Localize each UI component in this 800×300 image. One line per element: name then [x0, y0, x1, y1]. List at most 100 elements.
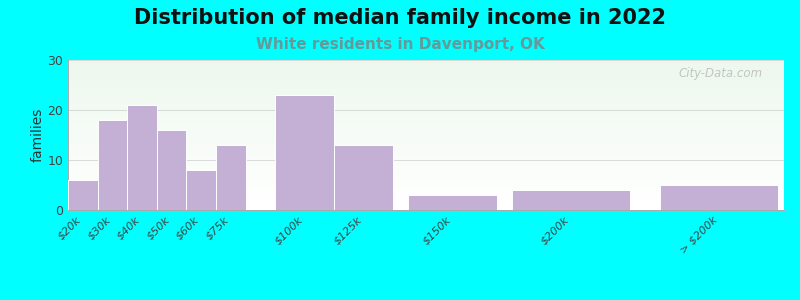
- Bar: [68, 162, 784, 164]
- Bar: [68, 169, 784, 171]
- Bar: [68, 140, 784, 141]
- Bar: [68, 174, 784, 176]
- Bar: [68, 78, 784, 80]
- Bar: [68, 84, 784, 86]
- Bar: [68, 70, 784, 72]
- Bar: [68, 69, 784, 70]
- Bar: [68, 63, 784, 64]
- Bar: [408, 195, 497, 210]
- Bar: [68, 186, 784, 188]
- Bar: [68, 180, 784, 182]
- Bar: [512, 190, 630, 210]
- Bar: [68, 142, 784, 144]
- Bar: [68, 147, 784, 148]
- Y-axis label: families: families: [30, 108, 45, 162]
- Bar: [68, 66, 784, 68]
- Bar: [68, 80, 784, 81]
- Bar: [68, 132, 784, 134]
- Bar: [68, 153, 784, 154]
- Bar: [68, 76, 784, 78]
- Bar: [660, 185, 778, 210]
- Bar: [68, 168, 784, 170]
- Bar: [68, 159, 784, 160]
- Bar: [68, 194, 784, 195]
- Bar: [68, 196, 784, 198]
- Bar: [68, 141, 784, 142]
- Bar: [68, 138, 784, 140]
- Bar: [68, 130, 784, 132]
- Bar: [68, 206, 784, 207]
- Bar: [68, 160, 784, 162]
- Bar: [68, 128, 784, 129]
- Bar: [68, 135, 784, 136]
- Bar: [68, 165, 784, 166]
- Bar: [68, 200, 784, 201]
- Bar: [68, 98, 784, 99]
- Bar: [68, 94, 784, 96]
- Bar: [68, 178, 784, 180]
- Bar: [68, 96, 784, 98]
- Bar: [68, 75, 784, 76]
- Bar: [157, 130, 186, 210]
- Text: Distribution of median family income in 2022: Distribution of median family income in …: [134, 8, 666, 28]
- Bar: [68, 102, 784, 104]
- Bar: [68, 172, 784, 174]
- Bar: [68, 195, 784, 196]
- Bar: [68, 188, 784, 189]
- Bar: [68, 136, 784, 138]
- Bar: [68, 144, 784, 146]
- Bar: [68, 74, 784, 75]
- Bar: [68, 105, 784, 106]
- Bar: [334, 145, 394, 210]
- Bar: [68, 93, 784, 94]
- Bar: [68, 152, 784, 153]
- Bar: [68, 92, 784, 93]
- Bar: [68, 90, 784, 92]
- Bar: [68, 82, 784, 84]
- Bar: [68, 148, 784, 150]
- Bar: [68, 120, 784, 122]
- Bar: [68, 64, 784, 66]
- Bar: [68, 106, 784, 108]
- Bar: [186, 170, 216, 210]
- Bar: [68, 207, 784, 208]
- Bar: [68, 202, 784, 204]
- Bar: [216, 145, 246, 210]
- Bar: [68, 87, 784, 88]
- Bar: [68, 150, 784, 152]
- Bar: [68, 189, 784, 190]
- Bar: [68, 190, 784, 192]
- Bar: [68, 85, 784, 87]
- Bar: [68, 126, 784, 128]
- Bar: [68, 110, 784, 111]
- Bar: [68, 204, 784, 206]
- Bar: [68, 198, 784, 200]
- Bar: [68, 164, 784, 165]
- Bar: [68, 171, 784, 172]
- Bar: [98, 120, 127, 210]
- Bar: [68, 201, 784, 202]
- Bar: [68, 68, 784, 69]
- Bar: [68, 100, 784, 102]
- Bar: [68, 117, 784, 118]
- Bar: [68, 208, 784, 210]
- Bar: [68, 146, 784, 147]
- Bar: [68, 111, 784, 112]
- Bar: [68, 123, 784, 124]
- Bar: [68, 60, 784, 61]
- Bar: [68, 124, 784, 126]
- Bar: [68, 99, 784, 100]
- Bar: [68, 183, 784, 184]
- Text: White residents in Davenport, OK: White residents in Davenport, OK: [256, 38, 544, 52]
- Bar: [68, 81, 784, 82]
- Bar: [68, 114, 784, 116]
- Bar: [68, 177, 784, 178]
- Bar: [68, 184, 784, 186]
- Bar: [127, 105, 157, 210]
- Bar: [68, 176, 784, 177]
- Bar: [68, 158, 784, 159]
- Bar: [68, 180, 98, 210]
- Bar: [68, 112, 784, 114]
- Bar: [68, 182, 784, 183]
- Bar: [275, 95, 334, 210]
